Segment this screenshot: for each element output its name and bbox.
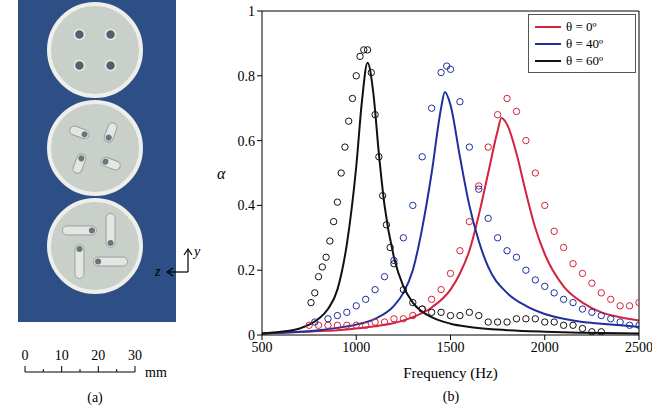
- svg-text:α: α: [217, 165, 226, 182]
- svg-text:20: 20: [91, 348, 105, 363]
- svg-text:mm: mm: [145, 365, 167, 380]
- svg-text:2500: 2500: [625, 340, 652, 355]
- svg-text:1: 1: [248, 4, 255, 19]
- html-text:(b): (b): [442, 389, 460, 404]
- svg-text:500: 500: [251, 339, 273, 355]
- html-text:θ = 40º: θ = 40º: [566, 35, 604, 51]
- svg-text:10: 10: [55, 348, 69, 363]
- svg-text:0.6: 0.6: [238, 134, 256, 149]
- html-text:θ = 60º: θ = 60º: [566, 52, 604, 68]
- svg-text:1000: 1000: [342, 340, 370, 355]
- svg-text:1500: 1500: [437, 340, 465, 355]
- svg-text:0.4: 0.4: [238, 198, 256, 213]
- svg-text:0.8: 0.8: [238, 69, 256, 84]
- svg-text:(a): (a): [87, 390, 103, 406]
- svg-text:0: 0: [22, 348, 29, 363]
- svg-text:2000: 2000: [531, 340, 559, 355]
- svg-text:z: z: [154, 264, 161, 279]
- svg-text:30: 30: [128, 348, 142, 363]
- svg-text:y: y: [192, 244, 201, 259]
- svg-text:0: 0: [248, 328, 255, 343]
- html-text:θ = 0º: θ = 0º: [566, 18, 597, 34]
- svg-text:0.2: 0.2: [238, 263, 256, 278]
- svg-text:Frequency (Hz): Frequency (Hz): [403, 365, 498, 382]
